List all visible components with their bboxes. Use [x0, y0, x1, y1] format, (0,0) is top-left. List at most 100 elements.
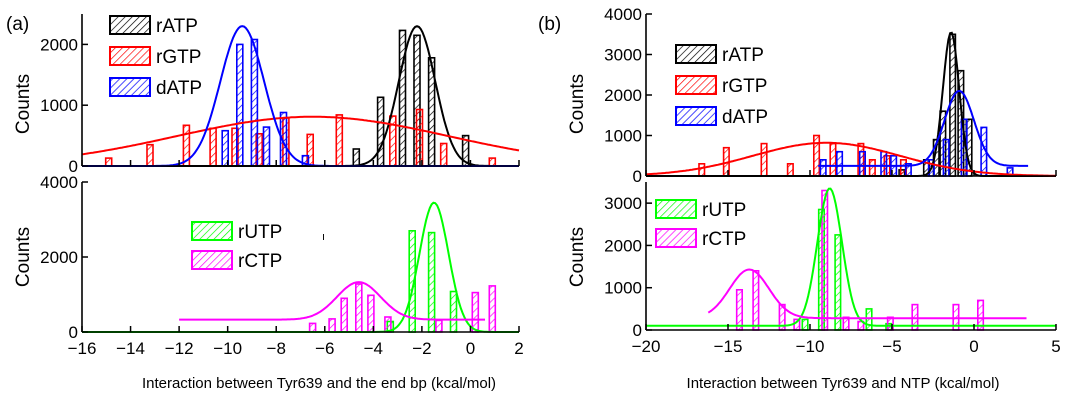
chart-0-sub-1-rCTP-bar-7 [471, 291, 480, 333]
chart-0-sub-0-rATP-bar-0 [352, 148, 361, 167]
chart-1-sub-0-rGTP-bar-7 [868, 159, 876, 177]
chart-1-x-tick-label-1: −15 [714, 337, 743, 356]
chart-1-sub-1-rUTP-bar-0 [801, 318, 809, 331]
chart-0-sub-0-legend-label-dATP: dATP [156, 78, 202, 99]
chart-1-sub-1-legend-label-rUTP: rUTP [702, 200, 746, 221]
chart-0-sub-0-dATP-bar-1 [236, 43, 244, 167]
chart-0-x-tick-label-3: −10 [213, 339, 242, 358]
chart-0-sub-1-rCTP-bar-8 [488, 285, 497, 333]
chart-0-sub-0-y-tick-label-0: 0 [69, 157, 78, 176]
panel-b-bottom: 0 1000 2000 3000 −20 −15 −10 −5 0 5 rUTP rCTP [604, 182, 1061, 356]
chart-1-sub-0-rGTP-fit-curve [645, 141, 1056, 177]
chart-1-sub-1-rUTP-bar-3 [865, 308, 873, 331]
chart-0-x-tick-label-0: −16 [68, 339, 97, 358]
chart-0-sub-0-dATP-bar-2 [250, 38, 259, 167]
chart-1-sub-1-y-tick-label-0: 0 [633, 321, 642, 340]
chart-0-sub-1-rCTP-bar-2 [340, 297, 349, 333]
chart-0-sub-1-rUTP-bar-3 [449, 290, 458, 333]
chart-0-x-tick-label-1: −14 [116, 339, 145, 358]
chart-0-sub-1-legend-label-rUTP: rUTP [238, 222, 282, 243]
chart-1-sub-0-rGTP-bar-0 [698, 163, 706, 177]
chart-0-sub-0-rGTP-bar-0 [104, 157, 113, 167]
chart-1-sub-0-rGTP-bar-2 [760, 142, 768, 177]
chart-0-x-tick-label-4: −8 [267, 339, 286, 358]
chart-1-sub-0-rGTP-bar-3 [786, 163, 794, 177]
chart-1-sub-1-rCTP-bar-0 [735, 288, 744, 331]
panel-b-label: (b) [538, 14, 561, 35]
chart-0-sub-0-rGTP-bar-1 [146, 143, 154, 167]
chart-1-sub-0-legend-swatch-rGTP [675, 75, 717, 95]
chart-0-sub-1-rCTP-fit-curve [179, 281, 485, 321]
chart-1-sub-1-y-tick-label-1: 1000 [604, 279, 642, 298]
chart-1-sub-0-rGTP-bar-5 [829, 142, 837, 177]
chart-0-sub-0-rGTP-bar-11 [439, 142, 448, 167]
chart-0-sub-0-rGTP-bar-10 [415, 108, 424, 167]
chart-0-sub-1-y-tick-label-2: 4000 [40, 173, 78, 192]
chart-0-sub-0-rGTP-bar-3 [209, 127, 217, 167]
chart-1-x-tick-label-4: 0 [969, 337, 978, 356]
chart-1-x-tick-label-3: −5 [882, 337, 901, 356]
chart-0-sub-0-dATP-bar-3 [262, 126, 271, 167]
chart-1-sub-1-rCTP-bar-1 [752, 269, 760, 331]
panel-a-bottom: 0 2000 4000 −16 −14 −12 −10 −8 −6 −4 −2 0 2 rUTP rCTP [40, 173, 524, 358]
panel-a-top: 0 1000 2000 rATP rGTP dATP [40, 14, 520, 176]
chart-1-sub-0-dATP-bar-0 [819, 159, 827, 177]
panel-b-bottom-y-axis-title: Counts [567, 227, 588, 287]
chart-0-sub-0-rGTP-fit-curve [81, 115, 520, 156]
chart-1-sub-0-y-tick-label-2: 2000 [604, 86, 642, 105]
chart-0-sub-1-rUTP-bar-2 [427, 231, 436, 333]
panel-a: (a) 0 1000 2000 rATP rGTP dATP 0 2000 4000 −16 −1… [6, 14, 524, 392]
chart-1-sub-1-legend-label-rCTP: rCTP [702, 229, 746, 250]
chart-0-sub-0-legend-label-rATP: rATP [156, 16, 198, 37]
chart-0-sub-1-y-tick-label-0: 0 [69, 323, 78, 342]
chart-0-sub-1-rCTP-bar-1 [328, 318, 336, 333]
chart-1-sub-0-dATP-bar-1 [835, 150, 844, 177]
chart-1-sub-1-rUTP-fit-curve [646, 187, 1056, 327]
chart-1-x-tick-label-5: 5 [1051, 337, 1060, 356]
chart-0-x-tick-label-5: −6 [315, 339, 334, 358]
chart-0-x-tick-label-9: 2 [514, 339, 523, 358]
chart-0-sub-0-rGTP-bar-12 [488, 157, 497, 167]
chart-0-sub-1-y-tick-label-1: 2000 [40, 248, 78, 267]
chart-1-sub-0-y-tick-label-4: 4000 [604, 5, 642, 24]
chart-0-sub-1-legend-swatch-rCTP [191, 250, 233, 270]
chart-1-sub-0-legend-swatch-rATP [675, 44, 717, 64]
chart-1-sub-0-rGTP-bar-4 [812, 134, 821, 177]
chart-1-sub-1-rCTP-fit-curve [707, 268, 1027, 320]
panel-a-bottom-y-axis-title: Counts [13, 227, 34, 287]
chart-1-sub-0-legend-label-rATP: rATP [722, 45, 764, 66]
chart-0-sub-0-rGTP-bar-8 [335, 114, 344, 167]
chart-1-sub-0-y-tick-label-0: 0 [633, 167, 642, 186]
chart-1-sub-0-legend-label-rGTP: rGTP [722, 76, 767, 97]
chart-1-x-tick-label-2: −10 [796, 337, 825, 356]
chart-0-sub-0-y-tick-label-1: 1000 [40, 96, 78, 115]
chart-0-sub-1-legend-label-rCTP: rCTP [238, 251, 282, 272]
chart-0-sub-1-rCTP-bar-3 [354, 283, 363, 333]
chart-0-sub-0-legend-swatch-rGTP [109, 46, 151, 66]
panel-a-label: (a) [6, 14, 29, 35]
chart-1-sub-1-legend-swatch-rUTP [655, 199, 697, 219]
chart-0-sub-1-rCTP-bar-0 [308, 322, 317, 333]
chart-0-sub-1-rCTP-bar-6 [435, 319, 443, 333]
chart-0-x-tick-label-7: −2 [412, 339, 431, 358]
chart-1-sub-0-dATP-bar-3 [880, 150, 888, 177]
chart-1-sub-0-legend-label-dATP: dATP [722, 107, 768, 128]
chart-0-x-tick-label-2: −12 [165, 339, 194, 358]
chart-1-sub-1-rCTP-bar-5 [842, 316, 850, 331]
chart-0-x-tick-label-8: 0 [466, 339, 475, 358]
panel-b-top: 0 1000 2000 3000 4000 rATP rGTP dATP [604, 5, 1057, 186]
panel-a-x-axis-title: Interaction between Tyr639 and the end b… [142, 375, 496, 392]
chart-1-sub-1-rUTP-bar-2 [834, 234, 842, 331]
chart-0-sub-0-rATP-bar-2 [398, 29, 407, 167]
chart-1-sub-0-legend-swatch-dATP [675, 106, 717, 126]
chart-0-sub-0-legend-swatch-dATP [109, 77, 151, 97]
chart-0-sub-0-legend-label-rGTP: rGTP [156, 47, 201, 68]
chart-0-sub-1-legend-swatch-rUTP [191, 221, 233, 241]
chart-1-sub-0-y-tick-label-1: 1000 [604, 127, 642, 146]
chart-1-sub-1-y-tick-label-3: 3000 [604, 194, 642, 213]
chart-1-sub-1-y-tick-label-2: 2000 [604, 236, 642, 255]
panel-b-top-y-axis-title: Counts [567, 74, 588, 134]
panel-b: (b) 0 1000 2000 3000 4000 rATP rGTP dATP 0 1000 2… [538, 5, 1061, 392]
chart-1-sub-0-dATP-fit-curve [818, 90, 1029, 167]
